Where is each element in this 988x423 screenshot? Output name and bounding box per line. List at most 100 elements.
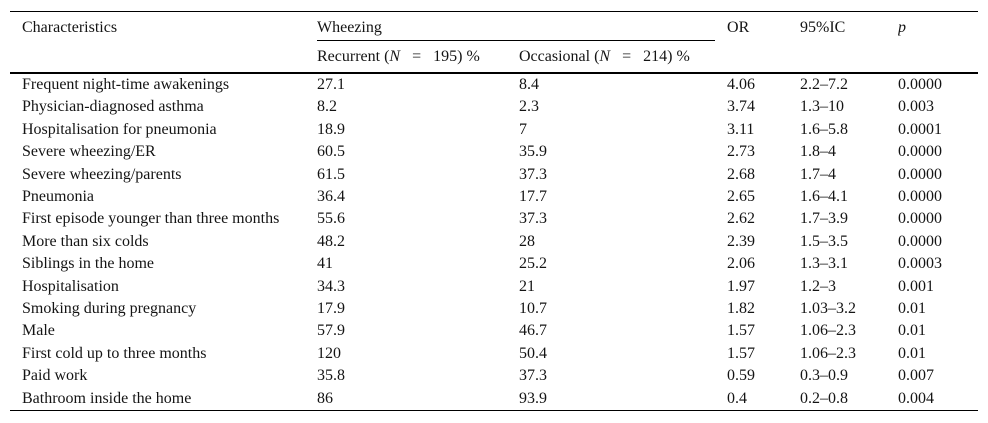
cell-ci: 1.7–3.9	[800, 210, 849, 228]
cell-p: 0.0000	[898, 165, 943, 183]
cell-ci: 1.06–2.3	[800, 322, 857, 340]
cell-occasional-pct: 37.3	[519, 367, 547, 385]
cell-p: 0.003	[898, 98, 935, 116]
cell-recurrent-pct: 41	[317, 255, 333, 273]
table-row: Male 57.9 46.7 1.57 1.06–2.3 0.01	[10, 320, 978, 342]
cell-recurrent-pct: 27.1	[317, 71, 519, 97]
cell-or: 2.68	[727, 165, 756, 183]
header-recurrent-suffix: ) %	[457, 48, 480, 65]
cell-characteristic: Bathroom inside the home	[10, 387, 317, 412]
cell-characteristic: Severe wheezing/parents	[22, 165, 182, 183]
cell-occasional-pct: 50.4	[519, 344, 547, 362]
header-ci: 95%IC	[800, 11, 899, 73]
table-row: First episode younger than three months 5…	[10, 208, 978, 230]
table-row: Severe wheezing/ER 60.5 35.9 2.73 1.8–4 0.000…	[10, 141, 978, 163]
header-or: OR	[727, 11, 801, 73]
cell-ci: 1.3–3.1	[800, 255, 849, 273]
cell-characteristic: First cold up to three months	[22, 344, 207, 362]
header-recurrent: Recurrent (N = 195) %	[317, 42, 519, 73]
cell-characteristic: Severe wheezing/ER	[22, 143, 156, 161]
cell-recurrent-pct: 48.2	[317, 232, 345, 250]
cell-ci: 1.06–2.3	[800, 344, 857, 362]
cell-recurrent-pct: 8.2	[317, 98, 337, 116]
cell-ci: 1.5–3.5	[800, 232, 849, 250]
cell-occasional-pct: 46.7	[519, 322, 547, 340]
cell-characteristic: Frequent night-time awakenings	[10, 71, 317, 97]
table-body: Frequent night-time awakenings 27.1 8.4 4.0…	[10, 71, 979, 412]
cell-occasional-pct: 28	[519, 232, 535, 250]
table-row: Hospitalisation 34.3 21 1.97 1.2–3 0.001	[10, 276, 978, 298]
cell-or: 1.57	[727, 322, 756, 340]
cell-ci: 1.2–3	[800, 277, 837, 295]
cell-or: 2.06	[727, 255, 756, 273]
cell-occasional-pct: 37.3	[519, 165, 547, 183]
cell-or: 1.97	[727, 277, 756, 295]
cell-p: 0.0000	[898, 71, 979, 97]
cell-characteristic: Hospitalisation	[22, 277, 119, 295]
header-wheezing-group: Wheezing	[317, 11, 728, 42]
cell-characteristic: Paid work	[22, 367, 88, 385]
cell-p: 0.0001	[898, 120, 943, 138]
cell-ci: 1.7–4	[800, 165, 837, 183]
cell-occasional-pct: 93.9	[519, 387, 728, 412]
cell-p: 0.0000	[898, 143, 943, 161]
header-wheezing-label: Wheezing	[317, 19, 382, 36]
cell-recurrent-pct: 57.9	[317, 322, 345, 340]
cell-or: 3.74	[727, 98, 756, 116]
cell-ci: 1.6–4.1	[800, 188, 849, 206]
cell-p: 0.007	[898, 367, 935, 385]
cell-or: 2.65	[727, 188, 756, 206]
table-row: Pneumonia 36.4 17.7 2.65 1.6–4.1 0.0000	[10, 186, 978, 208]
cell-ci: 0.3–0.9	[800, 367, 849, 385]
cell-occasional-pct: 10.7	[519, 300, 547, 318]
table-row: Siblings in the home 41 25.2 2.06 1.3–3.1 0.0…	[10, 253, 978, 275]
cell-recurrent-pct: 36.4	[317, 188, 345, 206]
cell-ci: 1.8–4	[800, 143, 837, 161]
cell-p: 0.0000	[898, 210, 943, 228]
table-row: Severe wheezing/parents 61.5 37.3 2.68 1.7–4…	[10, 164, 978, 186]
table-row: Smoking during pregnancy 17.9 10.7 1.82 1.03…	[10, 298, 978, 320]
header-occasional-n: N	[599, 48, 611, 65]
header-occasional-prefix: Occasional (	[519, 48, 600, 65]
cell-p: 0.004	[898, 387, 979, 412]
cell-or: 2.73	[727, 143, 756, 161]
header-row-subgroups: Recurrent (N = 195) % Occasional (N = 214) %	[10, 42, 978, 73]
cell-recurrent-pct: 60.5	[317, 143, 345, 161]
cell-characteristic: Male	[22, 322, 55, 340]
cell-recurrent-pct: 17.9	[317, 300, 345, 318]
cell-recurrent-pct: 86	[317, 387, 519, 412]
cell-recurrent-pct: 35.8	[317, 367, 345, 385]
cell-or: 0.59	[727, 367, 756, 385]
cell-recurrent-pct: 18.9	[317, 120, 345, 138]
table-row: Physician-diagnosed asthma 8.2 2.3 3.74 1.3–…	[10, 96, 978, 118]
header-row-groups: Characteristics Wheezing OR 95%IC p	[10, 11, 979, 73]
cell-recurrent-pct: 55.6	[317, 210, 345, 228]
header-recurrent-eq: =	[412, 48, 422, 65]
cell-occasional-pct: 25.2	[519, 255, 547, 273]
cell-p: 0.0000	[898, 188, 943, 206]
cell-occasional-pct: 17.7	[519, 188, 547, 206]
cell-occasional-pct: 8.4	[519, 71, 728, 97]
cell-ci: 1.03–3.2	[800, 300, 857, 318]
cell-occasional-pct: 35.9	[519, 143, 547, 161]
header-occasional: Occasional (N = 214) %	[519, 42, 727, 73]
cell-or: 4.06	[727, 71, 801, 97]
cell-ci: 1.6–5.8	[800, 120, 849, 138]
cell-recurrent-pct: 61.5	[317, 165, 345, 183]
cell-characteristic: Smoking during pregnancy	[22, 300, 197, 318]
cell-characteristic: Hospitalisation for pneumonia	[22, 120, 217, 138]
cell-occasional-pct: 7	[519, 120, 527, 138]
cell-or: 0.4	[727, 387, 801, 412]
cell-recurrent-pct: 34.3	[317, 277, 345, 295]
cell-or: 3.11	[727, 120, 755, 138]
cell-characteristic: First episode younger than three months	[22, 210, 280, 228]
header-recurrent-prefix: Recurrent (	[317, 48, 390, 65]
header-occasional-count: 214	[643, 48, 668, 65]
cell-characteristic: Physician-diagnosed asthma	[22, 98, 204, 116]
cell-p: 0.0000	[898, 232, 943, 250]
cell-characteristic: Siblings in the home	[22, 255, 154, 273]
table-row: Bathroom inside the home 86 93.9 0.4 0.2–0.8…	[10, 387, 979, 412]
table-row: Frequent night-time awakenings 27.1 8.4 4.0…	[10, 71, 979, 97]
paper-table-figure: Characteristics Wheezing OR 95%IC p Recu…	[0, 11, 988, 423]
table-row: More than six colds 48.2 28 2.39 1.5–3.5 0.00…	[10, 231, 978, 253]
